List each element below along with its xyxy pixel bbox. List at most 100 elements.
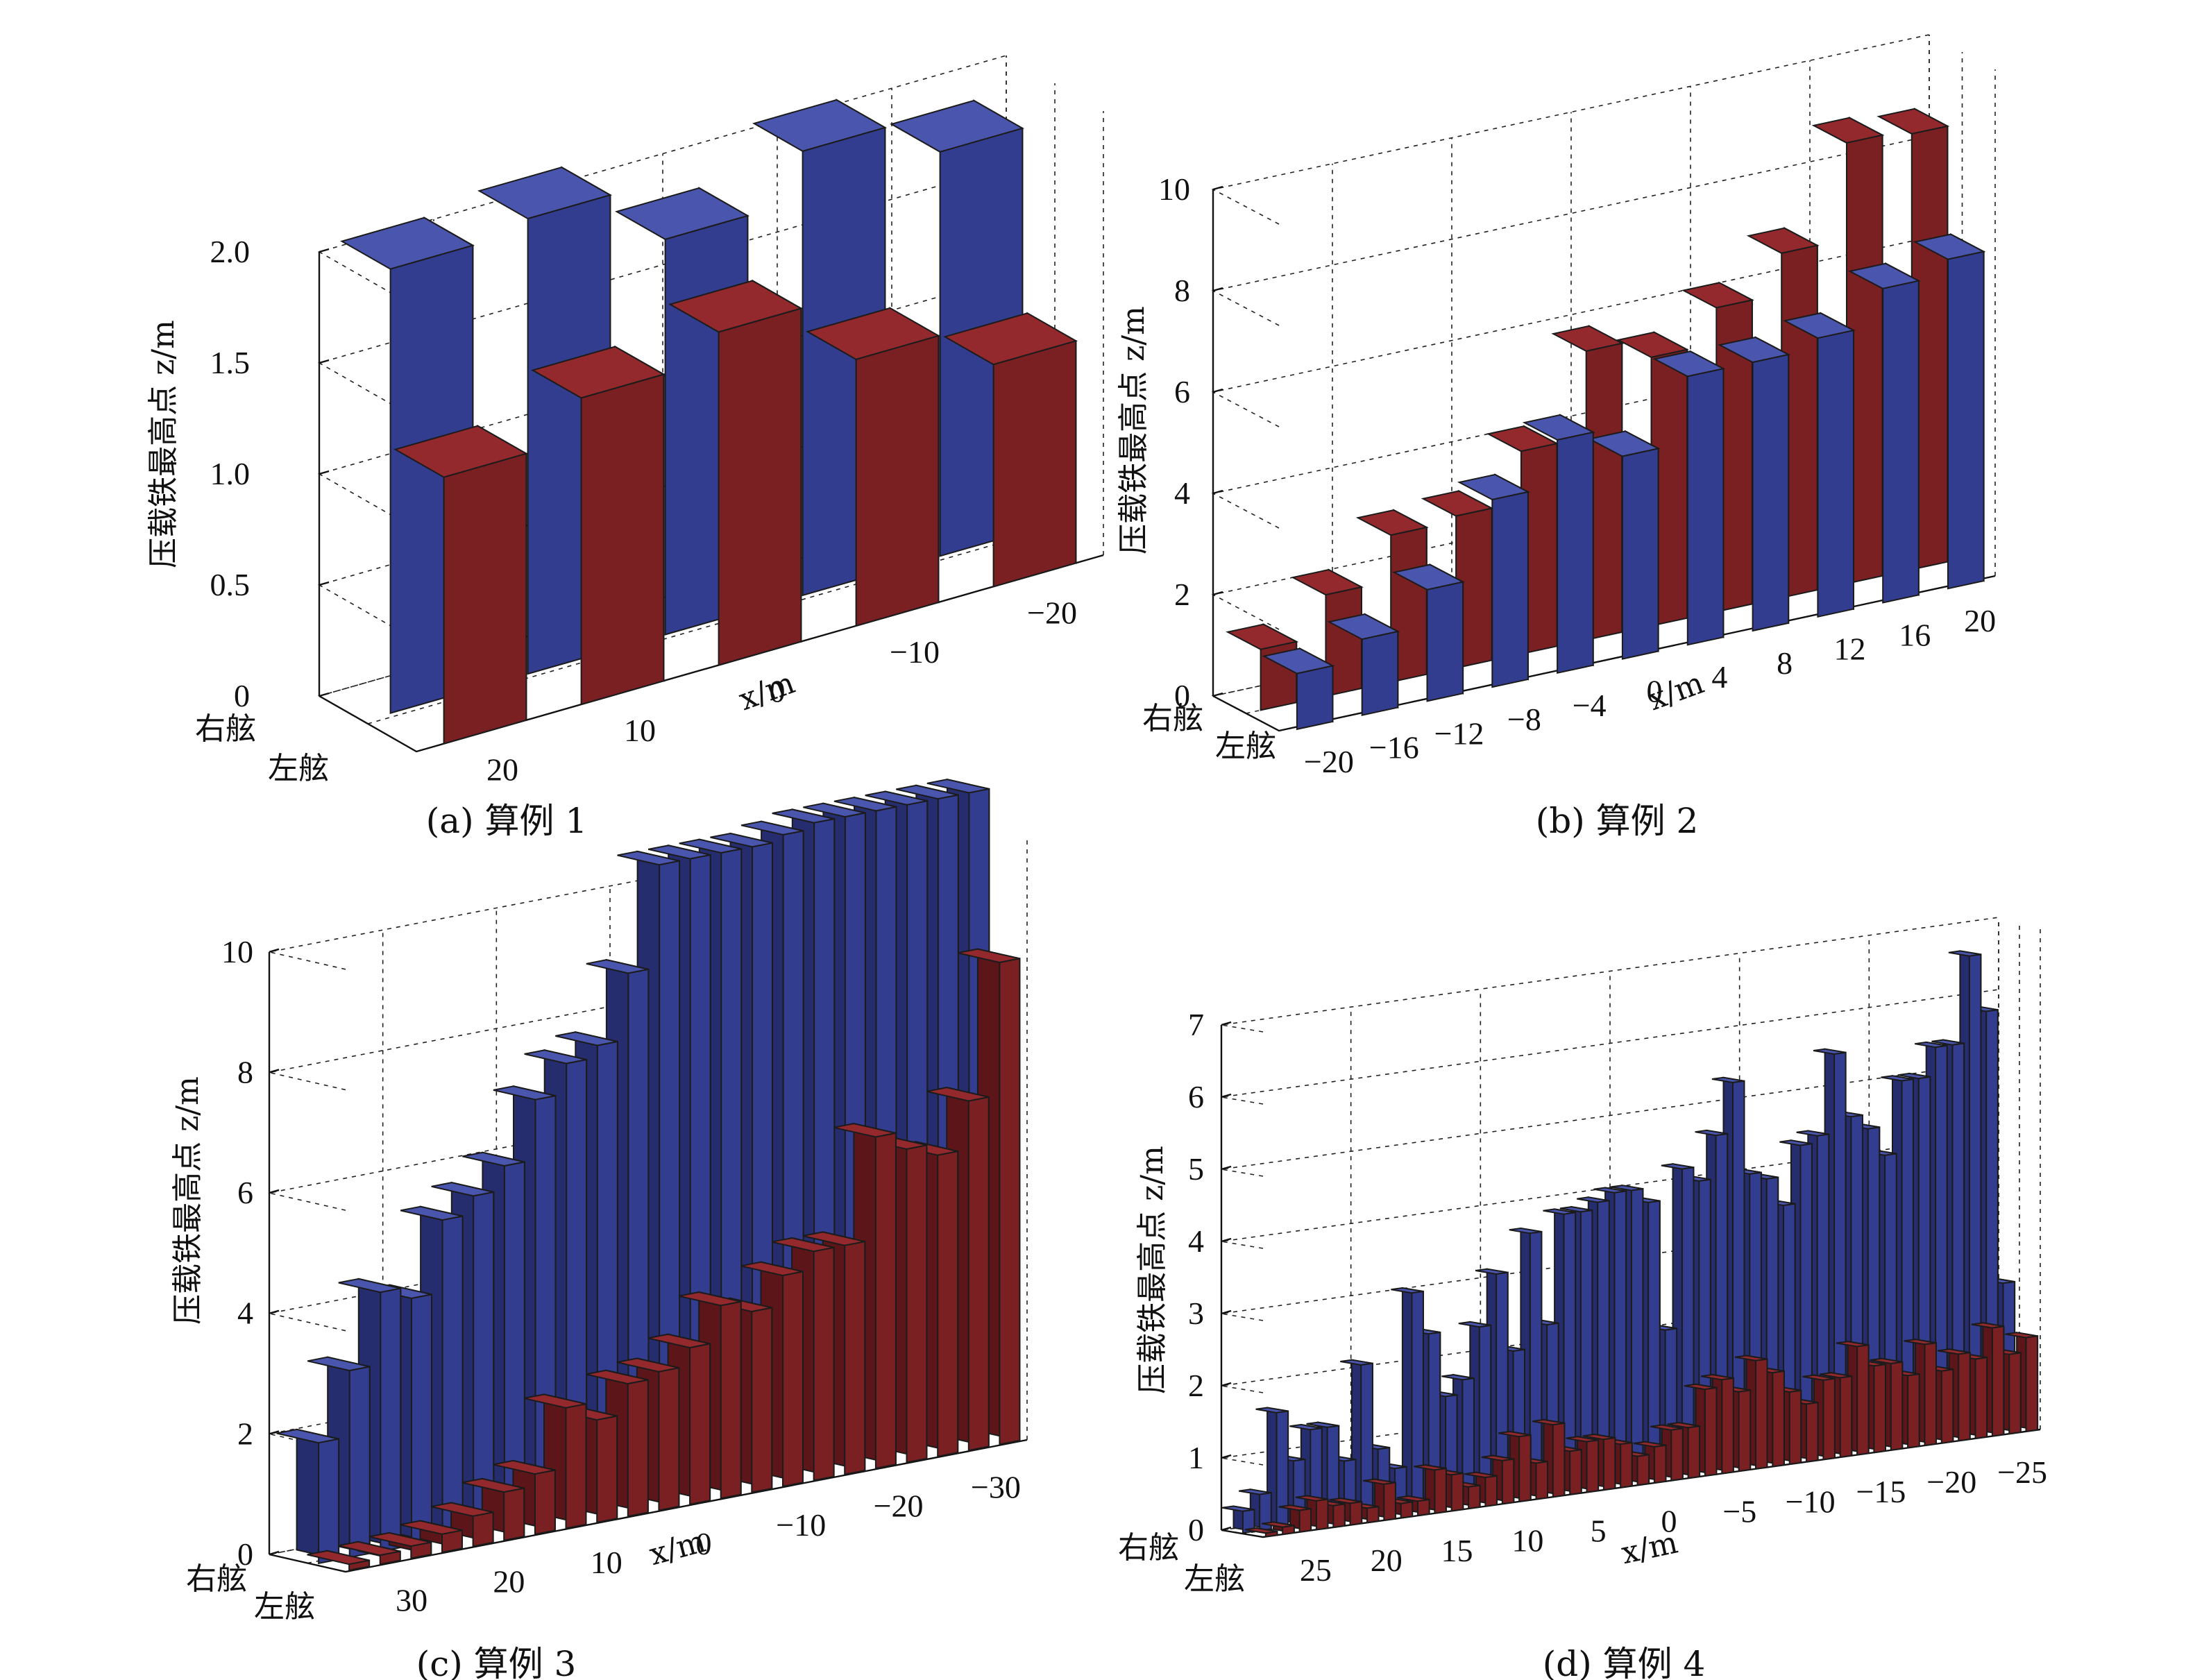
bar-front-face (1552, 1422, 1566, 1498)
starboard-bar (1948, 950, 1982, 1434)
starboard-bar (1587, 430, 1661, 660)
panel-caption: (a) 算例 1 (426, 801, 587, 841)
x-tick-label: 8 (1777, 645, 1793, 681)
bar-front-face (348, 1366, 371, 1559)
x-tick-label: 20 (486, 752, 518, 788)
z-tick-label: 8 (1174, 273, 1190, 308)
x-tick-label: −5 (1722, 1493, 1756, 1529)
starboard-bar (1221, 1505, 1255, 1534)
z-tick (319, 359, 330, 364)
port-bar (1414, 1463, 1447, 1514)
port-bar (307, 1550, 371, 1572)
starboard-bar (1262, 647, 1335, 731)
bar-front-face (1535, 1461, 1548, 1500)
port-bar (1363, 1478, 1396, 1522)
z-tick (319, 692, 330, 697)
x-tick-label: −15 (1856, 1474, 1906, 1509)
x-tick-label: 30 (396, 1582, 427, 1618)
bar-front-face (1958, 1352, 1971, 1442)
port-bar (2005, 1332, 2039, 1432)
x-tick-label: 16 (1899, 617, 1931, 652)
bar-front-face (534, 1469, 556, 1536)
z-tick (1212, 287, 1223, 292)
bar-front-face (1491, 491, 1529, 688)
x-tick-label: 15 (1441, 1533, 1473, 1568)
port-bar (1988, 1348, 2022, 1435)
z-axis-label: 压载铁最高点 z/m (1135, 1146, 1170, 1394)
port-bar (1785, 1398, 1819, 1463)
starboard-bar (1610, 1185, 1644, 1480)
starboard-bar (1522, 414, 1595, 674)
z-tick-label: 0 (234, 678, 250, 713)
bar-front-face (1846, 134, 1883, 585)
z-axis-label: 压载铁最高点 z/m (1116, 306, 1151, 554)
bar-front-face (1349, 1500, 1363, 1526)
bar-front-face (1282, 1525, 1295, 1536)
bar-front-face (844, 1240, 866, 1475)
starboard-bar (276, 1428, 340, 1565)
port-bar (1650, 1424, 1684, 1482)
z-tick (1221, 1454, 1232, 1459)
z-tick-label: 6 (1188, 1079, 1204, 1114)
z-tick-label: 8 (237, 1054, 253, 1089)
port-bar (1938, 1348, 1971, 1442)
panel-c: 0 2 4 6 8 10 30 20 10 0 −10 −20 −30 压载铁最高点 z/m x/m 右舷左舷… (170, 778, 1028, 1680)
bar-front-face (1873, 1363, 1886, 1454)
port-bar (1532, 1418, 1566, 1498)
z-tick-label: 2 (1188, 1368, 1204, 1403)
bar-front-face (1569, 1448, 1582, 1495)
x-tick-label: 25 (1300, 1552, 1332, 1588)
x-tick-label: 10 (591, 1545, 622, 1580)
port-bar (1971, 1322, 2005, 1437)
starboard-bar (1327, 613, 1400, 716)
z-tick (1221, 1526, 1232, 1531)
x-tick-label: −16 (1369, 730, 1419, 765)
z-tick (1221, 1021, 1232, 1026)
bar-front-face (410, 1541, 432, 1559)
bar-front-face (1882, 280, 1920, 604)
z-tick-label: 4 (237, 1296, 253, 1331)
bar-front-face (1974, 1357, 1988, 1440)
starboard-bar (1457, 473, 1530, 688)
z-tick-label: 0.5 (210, 567, 251, 602)
bar-front-face (1264, 1530, 1278, 1538)
z-tick-label: 2.0 (210, 234, 251, 269)
starboard-bar (1881, 1075, 1914, 1443)
bars (1226, 108, 1986, 731)
starboard-bar (1392, 563, 1465, 702)
port-bar (337, 1541, 401, 1566)
x-tick-label: −10 (890, 634, 940, 670)
z-tick-label: 2 (1174, 577, 1190, 612)
starboard-label: 右舷 (1142, 701, 1203, 736)
x-tick-label: 0 (1661, 1504, 1677, 1539)
port-bar (1819, 1372, 1853, 1459)
z-tick (269, 1189, 280, 1194)
bar-front-face (1332, 1503, 1346, 1529)
port-bar (1464, 1471, 1498, 1507)
bar-front-face (1788, 1389, 1802, 1466)
bar-front-face (379, 1550, 401, 1566)
starboard-bar (1813, 1048, 1847, 1452)
starboard-bar (1627, 1196, 1661, 1478)
port-bar (1954, 1353, 1988, 1440)
port-bar (1684, 1383, 1718, 1477)
bar-front-face (1360, 1362, 1373, 1518)
x-tick-label: 10 (624, 713, 656, 748)
bar-front-face (1752, 353, 1790, 632)
x-tick-label: 0 (696, 1526, 712, 1561)
x-tick-label: −10 (776, 1507, 826, 1543)
port-bar (493, 1459, 556, 1536)
port-bar (393, 424, 528, 745)
port-bar (1802, 1374, 1836, 1461)
x-tick-label: −20 (1027, 595, 1077, 630)
z-tick (319, 470, 330, 475)
port-bar (1870, 1357, 1904, 1451)
port-bar (1278, 1504, 1312, 1533)
z-tick-label: 6 (237, 1175, 253, 1210)
x-tick-label: 5 (1591, 1513, 1607, 1549)
starboard-bar (1915, 1041, 1948, 1438)
port-bar (1244, 1527, 1278, 1538)
x-tick-label: 12 (1833, 631, 1865, 667)
bar-front-face (1450, 1472, 1464, 1512)
